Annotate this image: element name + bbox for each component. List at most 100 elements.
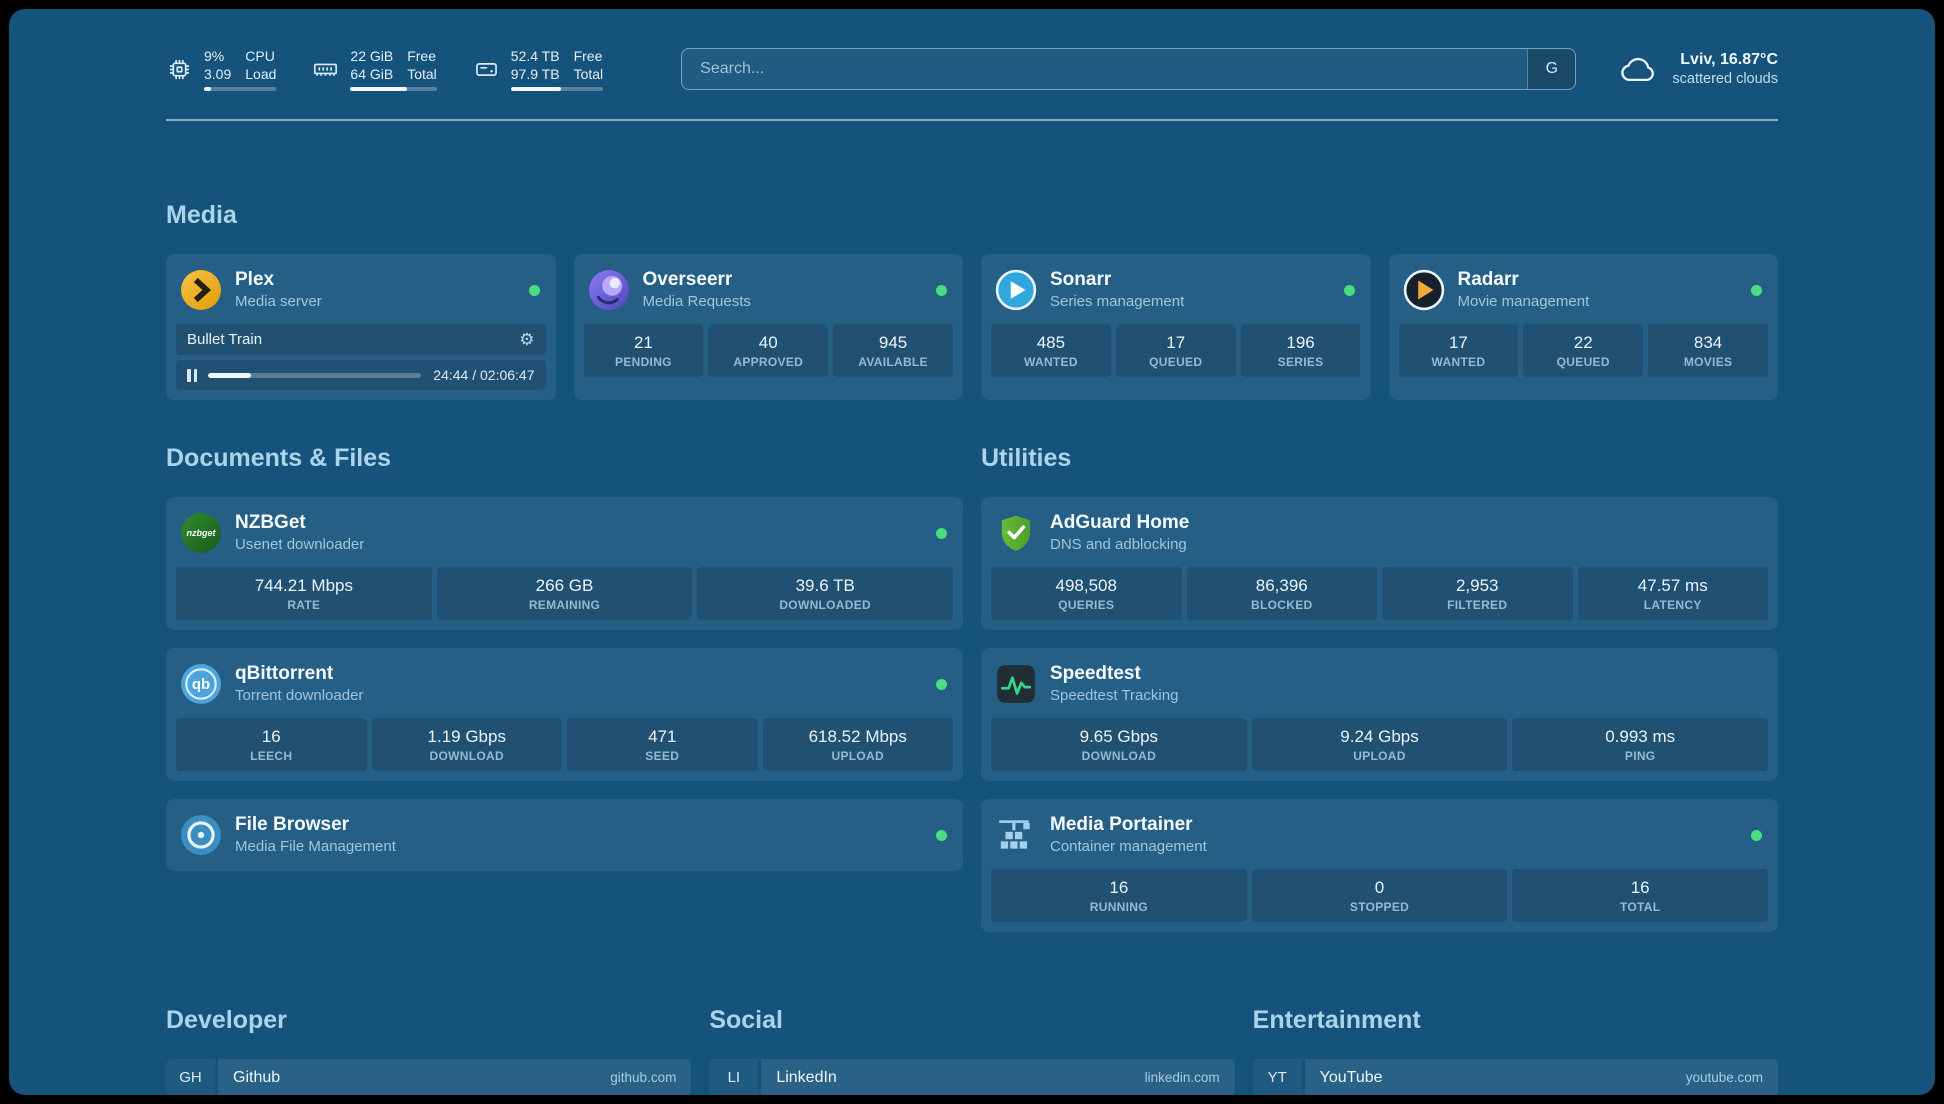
stat-label: MOVIES (1683, 355, 1733, 369)
stat-label: FILTERED (1447, 598, 1508, 612)
service-subtitle: Media File Management (235, 838, 396, 855)
disk-progress-track (510, 87, 604, 91)
memory-total-value: 64 GiB (350, 66, 394, 82)
stat-box: 86,396 BLOCKED (1186, 567, 1377, 620)
service-subtitle: Speedtest Tracking (1050, 687, 1179, 704)
service-card-filebrowser[interactable]: File Browser Media File Management (166, 799, 963, 871)
stat-box: 945 AVAILABLE (833, 324, 953, 377)
service-title: Media Portainer (1050, 814, 1193, 835)
status-dot (936, 527, 947, 539)
service-subtitle: Media Requests (642, 293, 751, 310)
stat-label: QUEUED (1556, 355, 1610, 369)
service-card-portainer[interactable]: Media Portainer Container management 16 … (981, 799, 1778, 932)
bookmark-domain: youtube.com (1685, 1070, 1763, 1085)
stat-label: APPROVED (733, 355, 804, 369)
service-title: Plex (235, 269, 275, 290)
stat-box: 834 MOVIES (1648, 324, 1768, 377)
stat-value: 16 (1109, 878, 1129, 897)
bookmark-group-social: Social LI LinkedIn linkedin.com TW Twitt… (709, 1006, 1235, 1095)
service-card-sonarr[interactable]: Sonarr Series management 485 WANTED 17 Q… (981, 254, 1371, 400)
stat-label: SERIES (1277, 355, 1324, 369)
stat-box: 744.21 Mbps RATE (176, 567, 432, 620)
stat-box: 0 STOPPED (1251, 869, 1508, 922)
stat-value: 9.24 Gbps (1340, 727, 1419, 746)
bookmark-youtube[interactable]: YT YouTube youtube.com (1252, 1059, 1778, 1095)
playback-row: 24:44 / 02:06:47 (176, 360, 546, 390)
stat-box: 2,953 FILTERED (1382, 567, 1573, 620)
bookmark-linkedin[interactable]: LI LinkedIn linkedin.com (709, 1059, 1235, 1095)
stat-box: 22 QUEUED (1523, 324, 1644, 377)
memory-icon (312, 56, 339, 83)
bookmark-name: YouTube (1319, 1068, 1383, 1086)
stat-label: REMAINING (528, 598, 601, 612)
stat-value: 498,508 (1055, 576, 1117, 595)
bookmark-name: LinkedIn (776, 1068, 837, 1086)
bookmark-abbr: LI (709, 1059, 759, 1095)
stat-box: 21 PENDING (583, 324, 704, 377)
memory-free-value: 22 GiB (350, 48, 394, 64)
stat-box: 40 APPROVED (708, 324, 829, 377)
search-input[interactable] (682, 49, 1528, 89)
stat-value: 744.21 Mbps (254, 576, 353, 595)
stat-label: PENDING (615, 355, 672, 369)
stat-box: 266 GB REMAINING (436, 567, 693, 620)
cpu-value: 9% (204, 48, 225, 64)
stat-value: 196 (1286, 333, 1315, 352)
search-box: G (681, 48, 1577, 90)
stat-label: TOTAL (1619, 900, 1661, 914)
sonarr-icon (995, 269, 1037, 311)
service-title: File Browser (235, 814, 350, 835)
section-heading-utilities: Utilities (981, 444, 1072, 472)
stat-value: 21 (633, 333, 653, 352)
service-card-radarr[interactable]: Radarr Movie management 17 WANTED 22 QUE… (1388, 254, 1778, 400)
service-card-speedtest[interactable]: Speedtest Speedtest Tracking 9.65 Gbps D… (981, 648, 1778, 781)
stat-label: SEED (645, 749, 680, 763)
pause-button[interactable] (187, 368, 197, 382)
speedtest-icon (995, 663, 1037, 705)
memory-progress-fill (350, 87, 408, 91)
stat-box: 17 QUEUED (1115, 324, 1236, 377)
nzbget-icon-label: nzbget (186, 528, 216, 538)
bookmark-group-developer: Developer GH Github github.com SO StackO… (166, 1006, 692, 1095)
stat-box: 16 RUNNING (991, 869, 1247, 922)
service-card-overseerr[interactable]: Overseerr Media Requests 21 PENDING 40 A… (573, 254, 963, 400)
service-card-nzbget[interactable]: nzbget NZBGet Usenet downloader 744.21 M… (166, 497, 963, 630)
service-subtitle: Usenet downloader (235, 536, 365, 553)
service-subtitle: Movie management (1457, 293, 1590, 310)
stat-value: 86,396 (1255, 576, 1308, 595)
stat-label: RATE (287, 598, 321, 612)
stat-box: 9.65 Gbps DOWNLOAD (991, 718, 1247, 771)
seek-fill (208, 372, 251, 378)
cpu-widget: 9% 3.09 CPU Load (166, 47, 277, 91)
service-title: Speedtest (1050, 663, 1141, 684)
cpu-load-value: 3.09 (204, 66, 232, 82)
gear-icon[interactable]: ⚙ (519, 330, 535, 349)
service-title: Overseerr (642, 269, 733, 290)
stat-value: 834 (1693, 333, 1723, 352)
stat-value: 39.6 TB (795, 576, 855, 595)
stat-label: UPLOAD (831, 749, 884, 763)
bookmark-github[interactable]: GH Github github.com (166, 1059, 692, 1095)
bookmark-domain: linkedin.com (1144, 1070, 1220, 1085)
stat-box: 16 LEECH (176, 718, 367, 771)
stat-label: QUERIES (1058, 598, 1115, 612)
weather-condition: scattered clouds (1672, 70, 1778, 87)
stat-value: 618.52 Mbps (808, 727, 907, 746)
stat-value: 485 (1036, 333, 1066, 352)
seek-bar[interactable] (208, 372, 422, 378)
service-card-adguard[interactable]: AdGuard Home DNS and adblocking 498,508 … (981, 497, 1778, 630)
status-dot (936, 678, 947, 690)
service-subtitle: DNS and adblocking (1050, 536, 1187, 553)
stat-label: STOPPED (1349, 900, 1410, 914)
cpu-label: CPU (245, 48, 275, 64)
search-provider-button[interactable]: G (1527, 49, 1576, 89)
status-dot (1751, 829, 1762, 841)
top-bar: 9% 3.09 CPU Load (166, 9, 1778, 91)
service-title: Sonarr (1050, 269, 1112, 290)
stat-label: UPLOAD (1353, 749, 1406, 763)
service-card-qbittorrent[interactable]: qb qBittorrent Torrent downloader 16 (166, 648, 963, 781)
service-title: Radarr (1457, 269, 1519, 290)
now-playing-title: Bullet Train (187, 331, 263, 348)
stat-value: 266 GB (535, 576, 594, 595)
service-card-plex[interactable]: Plex Media server Bullet Train ⚙ (166, 254, 556, 400)
